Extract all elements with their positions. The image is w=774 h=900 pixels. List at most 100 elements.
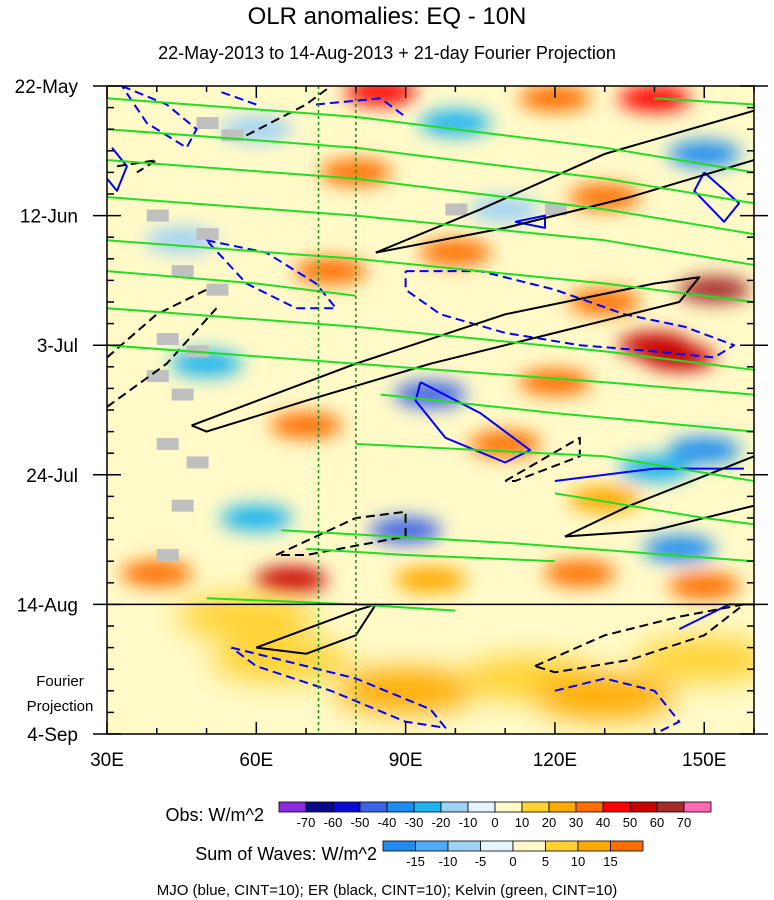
mjo-contour (230, 646, 447, 729)
contour-series-kelvin (107, 97, 754, 612)
kelvin-contour (380, 393, 754, 433)
obs-anomaly-cell (668, 572, 741, 599)
missing-data-block (146, 370, 169, 383)
mjo-contour (693, 171, 741, 223)
colorbar-label: -70 (297, 815, 316, 830)
y-tick-label: 3-Jul (37, 336, 78, 357)
kelvin-contour (107, 307, 754, 371)
colorbar-swatch (359, 801, 388, 813)
missing-data-block (186, 456, 209, 469)
er-contour (245, 86, 332, 137)
kelvin-contour (107, 270, 356, 297)
missing-data-block (544, 203, 567, 216)
obs-anomaly-cell (419, 110, 492, 137)
kelvin-contour (107, 159, 754, 236)
obs-anomaly-cell (469, 196, 542, 223)
colorbar-swatch (278, 801, 307, 813)
missing-data-block (156, 549, 179, 562)
wave-colorbar: -15 -10 -5 0 5 10 15 (382, 840, 644, 869)
missing-data-block (445, 203, 468, 216)
colorbar-swatch (447, 840, 481, 852)
obs-anomaly-cell (294, 258, 367, 285)
wave-contours (107, 86, 754, 734)
contour-legend-footnote: MJO (blue, CINT=10); ER (black, CINT=10)… (157, 882, 618, 899)
colorbar-swatch (577, 840, 611, 852)
colorbar-label: 50 (623, 815, 637, 830)
projected-anomaly-field (176, 594, 754, 719)
wave-anomaly-cell (534, 674, 675, 719)
y-axis: 22-May 12-Jun 3-Jul 24-Jul 14-Aug 4-Sep (15, 77, 768, 746)
missing-data-block (206, 283, 229, 296)
colorbar-swatch (494, 801, 523, 813)
y-tick-label: 24-Jul (26, 466, 78, 487)
colorbar-swatch (467, 801, 496, 813)
obs-anomaly-cell (568, 289, 641, 315)
x-tick-label: 150E (682, 750, 726, 771)
projection-label-line1: Fourier (36, 673, 84, 690)
missing-data-block (156, 333, 179, 346)
colorbar-swatch (512, 840, 546, 852)
missing-data-block (146, 209, 169, 222)
obs-anomaly-cell (518, 86, 591, 112)
colorbar-swatch (382, 840, 416, 852)
chart-subtitle: 22-May-2013 to 14-Aug-2013 + 21-day Four… (158, 43, 616, 63)
obs-anomaly-cell (120, 560, 193, 587)
colorbar-label: 0 (491, 815, 498, 830)
wave-anomaly-cell (211, 637, 352, 682)
kelvin-contour (107, 196, 754, 266)
mjo-contour (554, 677, 681, 734)
mjo-contour (514, 214, 546, 229)
missing-data-blocks (146, 117, 567, 562)
er-contour (107, 307, 218, 408)
colorbar-label: 70 (677, 815, 691, 830)
x-tick-label: 60E (239, 750, 273, 771)
obs-anomaly-cell (543, 560, 616, 587)
mjo-contour (414, 381, 531, 464)
obs-anomaly-cell (394, 381, 467, 408)
y-tick-label: 4-Sep (27, 725, 78, 746)
colorbar-swatch (629, 801, 658, 813)
colorbar-label: 10 (571, 854, 585, 869)
obs-anomaly-cell (568, 184, 641, 211)
mjo-contour (315, 97, 407, 118)
colorbar-label: -60 (324, 815, 343, 830)
colorbar-swatch (610, 840, 644, 852)
colorbar-label: -5 (475, 854, 487, 869)
colorbar-swatch (305, 801, 334, 813)
kelvin-contour (654, 97, 754, 106)
er-contour (504, 436, 581, 482)
colorbar-label: 20 (542, 815, 556, 830)
obs-anomaly-cell (668, 140, 741, 167)
y-tick-label: 22-May (15, 77, 79, 98)
y-tick-label: 14-Aug (17, 595, 78, 616)
obs-anomaly-cell (618, 86, 691, 112)
missing-data-block (156, 437, 179, 450)
wave-anomaly-cell (176, 594, 317, 639)
colorbar-swatch (413, 801, 442, 813)
mjo-contour (221, 91, 257, 106)
missing-data-block (171, 499, 194, 512)
colorbar-label: -40 (378, 815, 397, 830)
er-contour (375, 109, 754, 254)
colorbar-label: -10 (459, 815, 478, 830)
x-tick-label: 90E (389, 750, 423, 771)
obs-anomaly-cell (643, 344, 716, 371)
colorbar-swatch (683, 801, 712, 813)
obs-anomaly-cell (270, 412, 343, 439)
obs-anomaly-cell (419, 239, 492, 266)
missing-data-block (171, 265, 194, 278)
colorbar-swatch (656, 801, 685, 813)
reference-longitude-lines (317, 86, 357, 734)
plot-area (107, 86, 754, 734)
kelvin-contour (107, 128, 754, 205)
x-axis: 30E 60E 90E 120E 150E (90, 86, 755, 771)
mjo-contour (121, 86, 198, 149)
x-tick-label: 30E (90, 750, 124, 771)
wave-anomaly-cell (335, 668, 476, 713)
colorbar-label: -20 (432, 815, 451, 830)
colorbar-label: 60 (650, 815, 664, 830)
er-contour (107, 288, 207, 359)
colorbar-label: -30 (405, 815, 424, 830)
missing-data-block (196, 228, 219, 241)
missing-data-block (171, 388, 194, 401)
